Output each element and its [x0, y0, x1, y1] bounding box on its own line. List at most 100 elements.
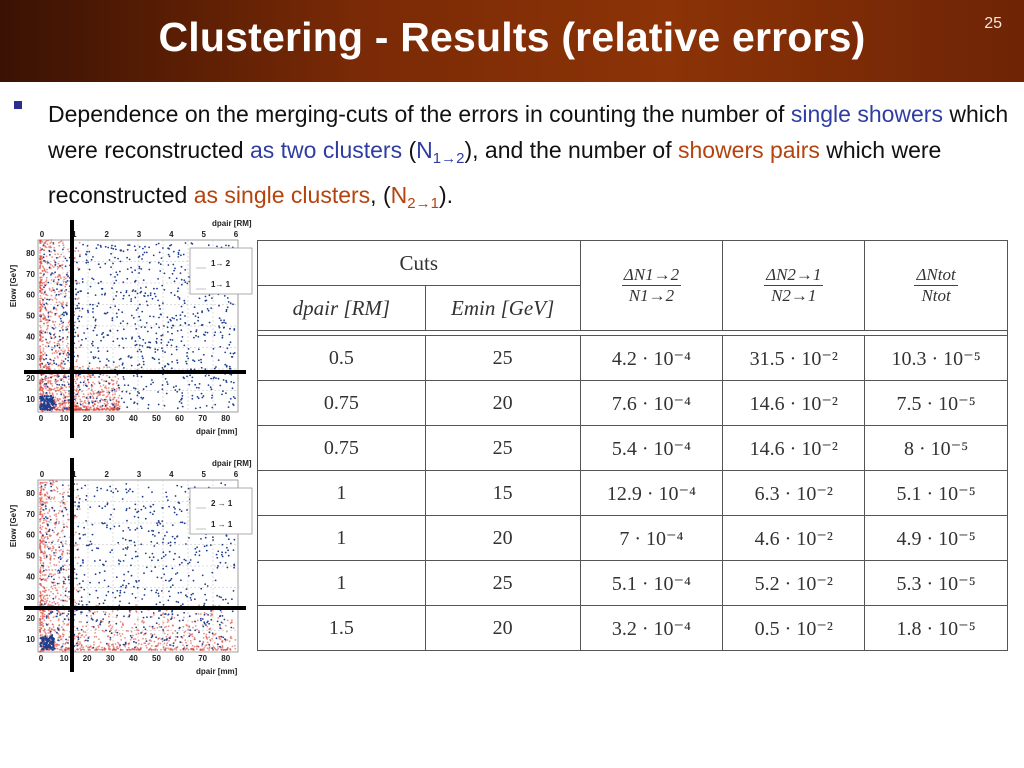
scatter-plot-2: 2 → 1 1 → 1 0 1 2 3 4 5 6 dpair [RM] 0 10 20 30 40 50 60… [4, 452, 256, 680]
legend-entry: 1→ 1 [211, 280, 231, 289]
plot-legend: 2 → 1 1 → 1 [189, 487, 253, 535]
y-tick-label: 60 [26, 291, 35, 300]
cell-e21: 14.6 · 10⁻² [722, 425, 866, 471]
bottom-tick-label: 80 [221, 414, 230, 423]
table-row: 1 20 7 · 10⁻⁴ 4.6 · 10⁻² 4.9 · 10⁻⁵ [257, 515, 1008, 561]
top-tick-label: 6 [234, 230, 239, 239]
header-dpair: dpair [RM] [257, 285, 426, 331]
bullet-text-part: ). [438, 182, 453, 208]
cell-emin: 20 [424, 605, 581, 651]
symbol-n21: N2→1 [390, 182, 439, 212]
top-tick-label: 5 [201, 470, 206, 479]
y-tick-label: 50 [26, 552, 35, 561]
bullet-text-part: , ( [370, 182, 391, 208]
bullet-text-part: ), and the number of [464, 137, 678, 163]
header-err-21: ΔN2→1 N2→1 [722, 240, 866, 331]
cell-etot: 1.8 · 10⁻⁵ [864, 605, 1008, 651]
scatter-plot-1-svg: 1→ 2 1→ 1 0 1 2 3 4 5 6 dpair [RM] 0 10 20 30 40 50 60 70… [9, 219, 253, 438]
bottom-tick-label: 20 [83, 654, 92, 663]
bottom-tick-label: 20 [83, 414, 92, 423]
horizontal-cut-line [24, 606, 246, 610]
cell-e21: 31.5 · 10⁻² [722, 335, 866, 381]
cell-etot: 4.9 · 10⁻⁵ [864, 515, 1008, 561]
bullet-text-part: which were reconstructed [48, 137, 942, 208]
cuts-header: Cuts [257, 240, 581, 286]
legend-entry: 1→ 2 [211, 259, 231, 268]
top-tick-label: 1 [72, 230, 77, 239]
cell-dpair: 1 [257, 560, 426, 606]
y-tick-label: 10 [26, 395, 35, 404]
legend-entry: 1 → 1 [211, 520, 233, 529]
bottom-tick-label: 50 [152, 654, 161, 663]
table-subheader-row: dpair [RM] Emin [GeV] [257, 285, 1008, 331]
cell-e21: 4.6 · 10⁻² [722, 515, 866, 561]
bottom-tick-label: 0 [39, 414, 44, 423]
bottom-tick-label: 30 [106, 654, 115, 663]
bottom-tick-label: 60 [175, 414, 184, 423]
scatter-plot-2-svg: 2 → 1 1 → 1 0 1 2 3 4 5 6 dpair [RM] 0 10 20 30 40 50 60… [9, 458, 253, 676]
top-axis-label: dpair [RM] [212, 459, 252, 468]
bullet-point: Dependence on the merging-cuts of the er… [14, 96, 1014, 222]
bullet-square-icon [14, 101, 22, 109]
table-row: 0.75 20 7.6 · 10⁻⁴ 14.6 · 10⁻² 7.5 · 10⁻⁵ [257, 380, 1008, 426]
bottom-tick-label: 40 [129, 414, 138, 423]
legend-entry: 2 → 1 [211, 499, 233, 508]
horizontal-cut-line [24, 370, 246, 374]
top-tick-label: 4 [169, 230, 174, 239]
table-header-row: Cuts ΔN1→2 N1→2 ΔN2→1 N2→1 ΔNtot Ntot [257, 240, 1008, 331]
cuts-table: Cuts ΔN1→2 N1→2 ΔN2→1 N2→1 ΔNtot Ntot dpair… [257, 240, 1008, 658]
bottom-tick-label: 60 [175, 654, 184, 663]
table-row: 1.5 20 3.2 · 10⁻⁴ 0.5 · 10⁻² 1.8 · 10⁻⁵ [257, 605, 1008, 651]
cell-e12: 4.2 · 10⁻⁴ [579, 335, 724, 381]
cell-emin: 15 [424, 470, 581, 516]
cell-e21: 6.3 · 10⁻² [722, 470, 866, 516]
cell-dpair: 0.75 [257, 425, 426, 471]
bottom-tick-label: 10 [60, 414, 69, 423]
cell-e12: 5.1 · 10⁻⁴ [579, 560, 724, 606]
bottom-tick-label: 80 [221, 654, 230, 663]
bottom-axis-label: dpair [mm] [196, 427, 238, 436]
highlight-single-showers: single showers [790, 101, 943, 127]
cell-e12: 3.2 · 10⁻⁴ [579, 605, 724, 651]
top-axis-label: dpair [RM] [212, 219, 252, 228]
bottom-tick-label: 0 [39, 654, 44, 663]
cell-emin: 25 [424, 425, 581, 471]
cell-etot: 5.3 · 10⁻⁵ [864, 560, 1008, 606]
cell-dpair: 1 [257, 470, 426, 516]
cell-e12: 12.9 · 10⁻⁴ [579, 470, 724, 516]
bottom-tick-label: 50 [152, 414, 161, 423]
cell-dpair: 1.5 [257, 605, 426, 651]
bottom-tick-label: 40 [129, 654, 138, 663]
cell-e21: 5.2 · 10⁻² [722, 560, 866, 606]
bullet-text-part: which were reconstructed [48, 101, 1009, 163]
cell-dpair: 0.5 [257, 335, 426, 381]
highlight-showers-pairs: showers pairs [677, 137, 820, 163]
top-tick-label: 2 [104, 470, 109, 479]
vertical-cut-line [70, 458, 74, 672]
cell-dpair: 0.75 [257, 380, 426, 426]
highlight-two-clusters: as two clusters [249, 137, 403, 163]
top-tick-label: 1 [72, 470, 77, 479]
top-tick-label: 0 [40, 230, 45, 239]
top-tick-label: 6 [234, 470, 239, 479]
bullet-text: Dependence on the merging-cuts of the er… [48, 96, 1014, 222]
y-tick-label: 30 [26, 353, 35, 362]
y-tick-label: 50 [26, 312, 35, 321]
cell-emin: 20 [424, 515, 581, 561]
cell-emin: 20 [424, 380, 581, 426]
header-err-tot: ΔNtot Ntot [864, 240, 1008, 331]
cell-e12: 5.4 · 10⁻⁴ [579, 425, 724, 471]
header-emin: Emin [GeV] [424, 285, 581, 331]
y-tick-label: 40 [26, 572, 35, 581]
slide-number: 25 [984, 15, 1002, 32]
y-tick-label: 70 [26, 510, 35, 519]
cell-e21: 0.5 · 10⁻² [722, 605, 866, 651]
bottom-axis-label: dpair [mm] [196, 667, 238, 676]
bottom-tick-label: 30 [106, 414, 115, 423]
title-banner [0, 0, 1024, 82]
bottom-tick-label: 10 [60, 654, 69, 663]
table-row: 1 15 12.9 · 10⁻⁴ 6.3 · 10⁻² 5.1 · 10⁻⁵ [257, 470, 1008, 516]
top-tick-label: 0 [40, 470, 45, 479]
bullet-text-part: ( [402, 137, 417, 163]
top-tick-label: 4 [169, 470, 174, 479]
